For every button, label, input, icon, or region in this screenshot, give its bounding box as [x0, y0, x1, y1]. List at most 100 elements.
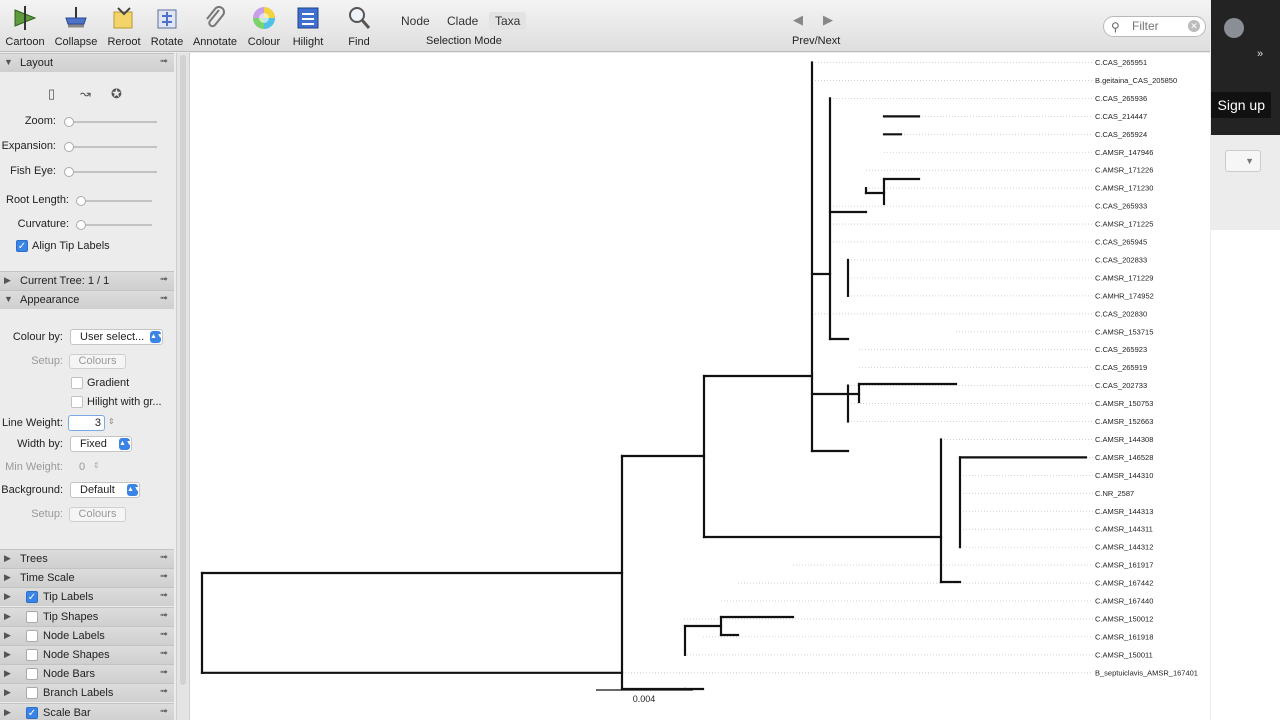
colour-button[interactable]: Colour — [237, 4, 291, 48]
tip-label[interactable]: C.AMHR_174952 — [1095, 291, 1154, 300]
expansion-slider-knob[interactable] — [64, 142, 74, 152]
filter-input[interactable] — [1132, 19, 1190, 33]
fisheye-slider-knob[interactable] — [64, 167, 74, 177]
width-by-select[interactable]: Fixed ▲▼ — [70, 436, 133, 452]
tip-label[interactable]: C.CAS_265933 — [1095, 202, 1147, 211]
pin-icon[interactable]: ➟ — [159, 686, 168, 698]
tip-label[interactable]: C.AMSR_144311 — [1095, 525, 1153, 534]
expansion-slider[interactable] — [66, 146, 157, 148]
curvature-slider-knob[interactable] — [76, 220, 86, 230]
tip-label[interactable]: B_septuiclavis_AMSR_167401 — [1095, 668, 1198, 677]
tip-label[interactable]: C.AMSR_144310 — [1095, 471, 1153, 480]
phylogenetic-tree[interactable]: C.CAS_265951 B.geitaina_CAS_205850 C.CAS_2… — [190, 53, 1210, 720]
chevron-down-icon[interactable]: ▼ — [1225, 150, 1261, 172]
panel-scrollbar[interactable] — [176, 53, 190, 720]
tip-label[interactable]: C.AMSR_150753 — [1095, 399, 1153, 408]
tip-label[interactable]: C.AMSR_171226 — [1095, 166, 1153, 175]
section-checkbox[interactable]: ✓ — [26, 706, 38, 719]
filter-field[interactable]: ⚲ ✕ — [1103, 16, 1206, 37]
pin-icon[interactable]: ➟ — [159, 705, 168, 717]
tip-label[interactable]: C.AMSR_152663 — [1095, 417, 1153, 426]
stepper-icon[interactable]: ⇕ — [93, 461, 100, 470]
align-tip-labels-checkbox[interactable]: ✓ — [16, 240, 28, 252]
section-branch-labels[interactable]: ▶ Branch Labels ➟ — [0, 683, 174, 703]
tip-label[interactable]: C.CAS_202733 — [1095, 381, 1147, 390]
mode-taxa[interactable]: Taxa — [489, 12, 527, 30]
tip-label[interactable]: C.AMSR_161918 — [1095, 632, 1153, 641]
section-checkbox[interactable] — [26, 649, 38, 661]
root-length-slider-knob[interactable] — [76, 196, 86, 206]
zoom-slider-knob[interactable] — [64, 117, 74, 127]
hilight-button[interactable]: Hilight — [281, 4, 335, 48]
find-button[interactable]: Find — [332, 4, 386, 48]
prev-arrow-icon[interactable]: ◀︎ — [793, 12, 803, 27]
tip-label[interactable]: C.AMSR_161917 — [1095, 561, 1153, 570]
tip-label[interactable]: C.AMSR_150011 — [1095, 650, 1153, 659]
line-weight-field[interactable]: 3 — [68, 415, 105, 431]
tip-label[interactable]: C.CAS_265951 — [1095, 58, 1147, 67]
sign-up-button[interactable]: Sign up — [1211, 92, 1271, 118]
cartoon-button[interactable]: Cartoon — [0, 4, 52, 48]
colours2-button[interactable]: Colours — [69, 507, 126, 522]
section-tip-labels[interactable]: ▶ ✓ Tip Labels ➟ — [0, 587, 174, 607]
section-tip-shapes[interactable]: ▶ Tip Shapes ➟ — [0, 606, 174, 626]
section-trees[interactable]: ▶ Trees ➟ — [0, 549, 174, 568]
pin-icon[interactable]: ➟ — [159, 628, 168, 640]
tip-label[interactable]: C.AMSR_144312 — [1095, 543, 1153, 552]
hilight-gradient-checkbox[interactable] — [71, 396, 83, 408]
tip-label[interactable]: C.CAS_265919 — [1095, 363, 1147, 372]
fisheye-slider[interactable] — [66, 171, 157, 173]
collapse-button[interactable]: Collapse — [49, 4, 103, 48]
polar-layout-icon[interactable]: ↝ — [80, 86, 91, 101]
section-node-labels[interactable]: ▶ Node Labels ➟ — [0, 625, 174, 645]
avatar[interactable] — [1224, 18, 1244, 38]
section-checkbox[interactable] — [26, 629, 38, 642]
reroot-button[interactable]: Reroot — [97, 4, 151, 48]
tip-label[interactable]: C.AMSR_167442 — [1095, 579, 1153, 588]
section-time-scale[interactable]: ▶ Time Scale ➟ — [0, 568, 174, 588]
tip-label[interactable]: C.AMSR_150012 — [1095, 614, 1153, 623]
pin-icon[interactable]: ➟ — [159, 648, 168, 659]
section-checkbox[interactable] — [26, 610, 38, 623]
tip-label[interactable]: C.CAS_214447 — [1095, 112, 1147, 121]
tree-canvas[interactable]: C.CAS_265951 B.geitaina_CAS_205850 C.CAS_2… — [190, 53, 1210, 720]
stepper-icon[interactable]: ⇕ — [108, 417, 115, 426]
layout-section-header[interactable]: ▼ Layout ➟ — [0, 53, 174, 72]
pin-icon[interactable]: ➟ — [159, 56, 168, 67]
section-node-shapes[interactable]: ▶ Node Shapes ➟ — [0, 645, 174, 664]
tip-label[interactable]: C.CAS_265945 — [1095, 238, 1147, 247]
tip-label[interactable]: C.AMSR_146528 — [1095, 453, 1153, 462]
pin-icon[interactable]: ➟ — [159, 609, 168, 621]
tip-label[interactable]: C.AMSR_171229 — [1095, 273, 1153, 282]
tip-label[interactable]: C.CAS_265924 — [1095, 130, 1147, 139]
tip-label[interactable]: C.CAS_265923 — [1095, 345, 1147, 354]
tip-label[interactable]: C.AMSR_144308 — [1095, 435, 1153, 444]
chevron-right-icon[interactable]: » — [1257, 48, 1264, 60]
pin-icon[interactable]: ➟ — [159, 293, 168, 304]
pin-icon[interactable]: ➟ — [159, 552, 168, 563]
rectangle-layout-icon[interactable]: ▯ — [48, 86, 56, 101]
mode-node[interactable]: Node — [401, 14, 430, 28]
clear-icon[interactable]: ✕ — [1188, 20, 1200, 32]
root-length-slider[interactable] — [78, 200, 152, 202]
tip-label[interactable]: C.CAS_265936 — [1095, 94, 1147, 103]
mode-clade[interactable]: Clade — [447, 14, 479, 28]
tip-label[interactable]: C.CAS_202833 — [1095, 255, 1147, 264]
background-select[interactable]: Default ▲▼ — [70, 482, 141, 498]
section-checkbox[interactable] — [26, 687, 38, 700]
appearance-section-header[interactable]: ▼ Appearance ➟ — [0, 290, 174, 309]
tip-label[interactable]: C.AMSR_153715 — [1095, 327, 1153, 336]
tip-label[interactable]: C.AMSR_144313 — [1095, 507, 1153, 516]
pin-icon[interactable]: ➟ — [159, 590, 168, 602]
curvature-slider[interactable] — [78, 224, 152, 226]
zoom-slider[interactable] — [66, 121, 157, 123]
next-arrow-icon[interactable]: ▶︎ — [823, 12, 833, 27]
current-tree-section-header[interactable]: ▶ Current Tree: 1 / 1 ➟ — [0, 271, 174, 290]
colour-by-select[interactable]: User select... ▲▼ — [70, 329, 164, 345]
tip-label[interactable]: C.AMSR_171225 — [1095, 220, 1153, 229]
pin-icon[interactable]: ➟ — [159, 667, 168, 679]
tip-label[interactable]: B.geitaina_CAS_205850 — [1095, 76, 1177, 85]
min-weight-value[interactable]: 0 — [79, 461, 86, 473]
section-scale-bar[interactable]: ▶ ✓ Scale Bar ➟ — [0, 702, 174, 720]
section-checkbox[interactable]: ✓ — [26, 591, 38, 604]
